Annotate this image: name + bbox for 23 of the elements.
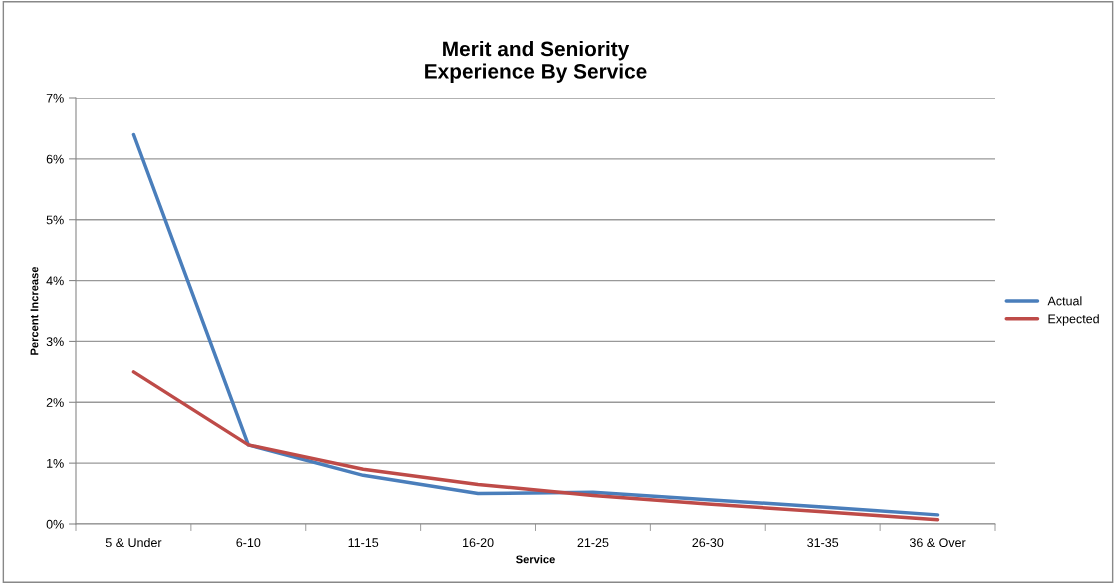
line-series [131,132,940,517]
y-tick-label: 6% [46,154,64,164]
y-tick-label: 5% [46,215,64,225]
x-tick-label: 6-10 [236,538,261,548]
x-tick-label: 16-20 [463,538,494,548]
y-tick-label: 0% [46,519,64,529]
line-series [131,370,940,522]
x-tick-label: 11-15 [348,538,379,548]
y-tick-label: 2% [46,398,64,407]
legend-label: Actual [1047,296,1082,306]
x-tick-label: 21-25 [577,538,609,548]
y-tick-label: 3% [46,337,64,347]
y-tick-label: 7% [46,93,64,103]
x-tick-label: 36 & Over [909,538,966,548]
x-tick-label: 26-30 [692,538,724,548]
x-tick-label: 5 & Under [105,537,162,548]
y-tick-label: 4% [46,276,64,286]
y-axis-title: Percent Increase [30,266,39,355]
x-axis-title: Service [516,555,555,564]
y-tick-label: 1% [47,459,64,468]
x-tick-label: 31-35 [807,538,839,548]
legend-label: Expected [1048,314,1099,326]
chart-title: Merit and Seniority Experience By Service [425,41,647,83]
